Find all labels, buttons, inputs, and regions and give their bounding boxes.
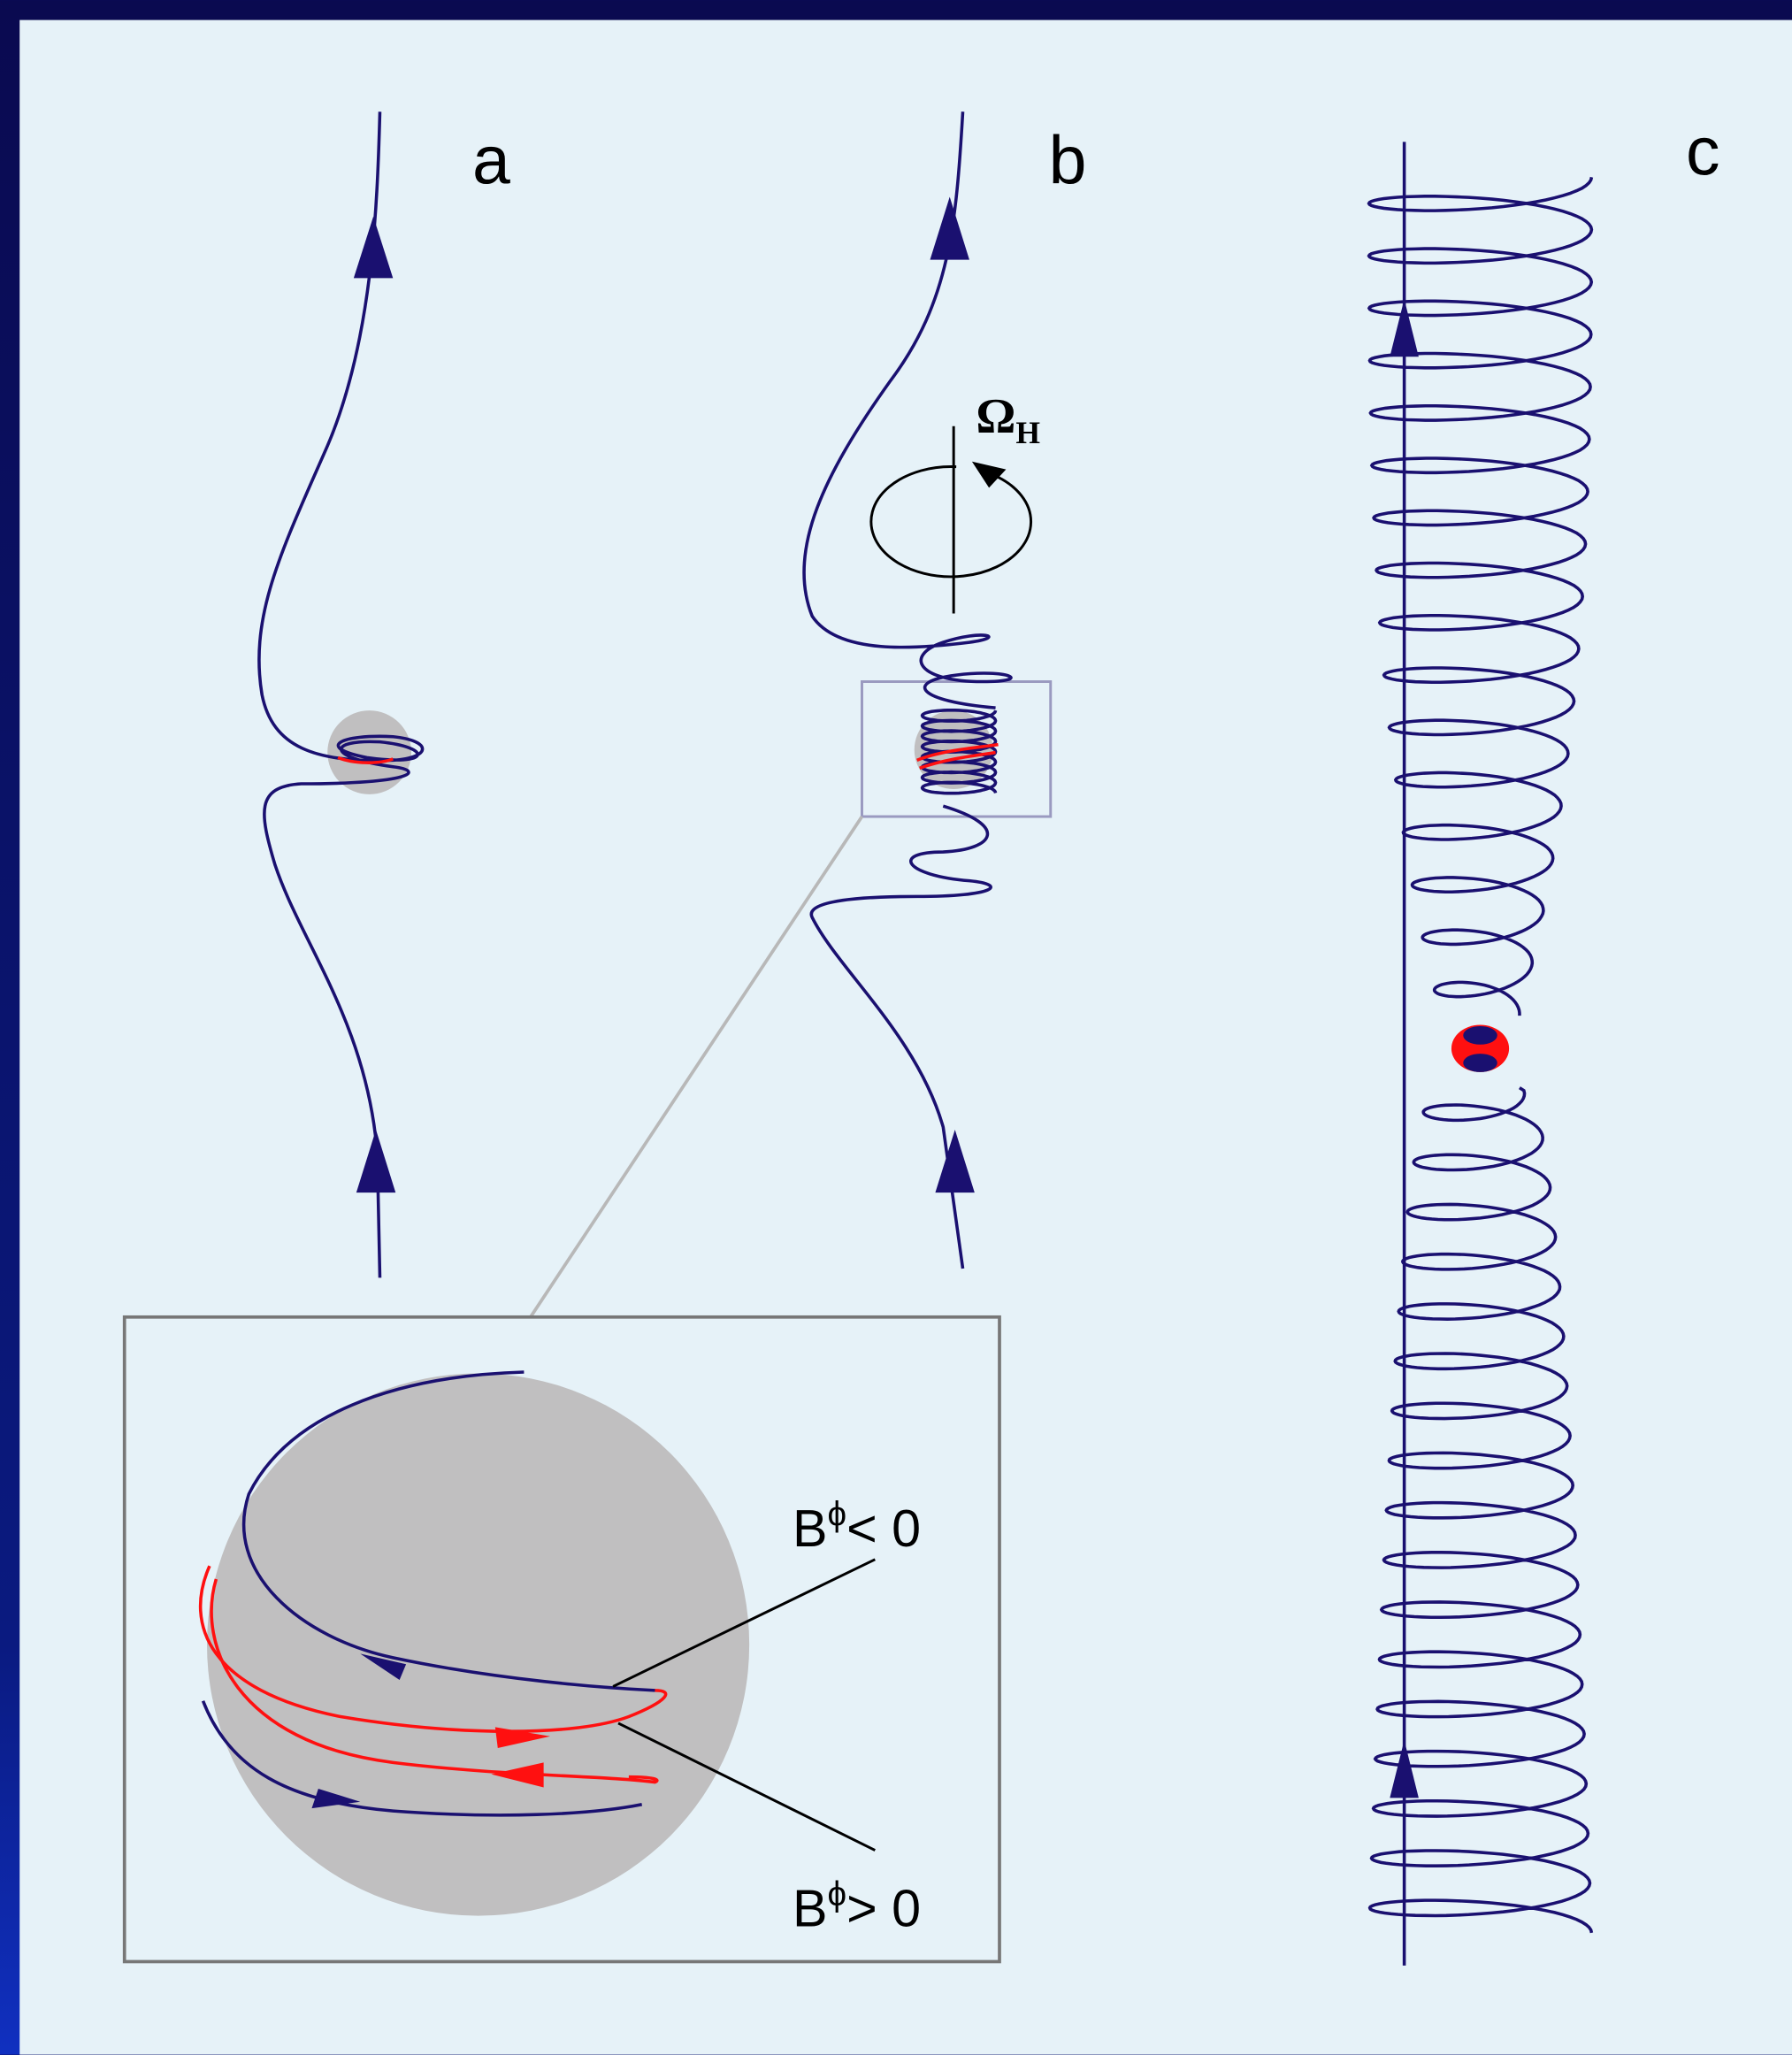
label-base: B [793, 1499, 828, 1558]
inset-label: Bϕ> 0 [793, 1875, 921, 1938]
panel-label: c [1686, 113, 1720, 189]
black-hole-pole [1463, 1054, 1497, 1072]
label-text: < 0 [846, 1499, 921, 1558]
subscript: H [1015, 415, 1040, 450]
black-hole-pole [1463, 1026, 1497, 1045]
black-hole [207, 1373, 749, 1915]
panel-label: b [1049, 123, 1087, 199]
omega: Ω [976, 389, 1015, 444]
figure: a ΩH b Bϕ< 0 Bϕ> 0 [0, 0, 1792, 2055]
page: {"panels": {"a": {"label": "a"}, "b": {"… [0, 0, 1792, 2055]
label-superscript: ϕ [828, 1495, 847, 1533]
label-superscript: ϕ [828, 1875, 847, 1913]
inset-label: Bϕ< 0 [793, 1495, 921, 1558]
label-base: B [793, 1878, 828, 1937]
panel-label: a [472, 123, 510, 199]
label-text: > 0 [846, 1878, 921, 1937]
